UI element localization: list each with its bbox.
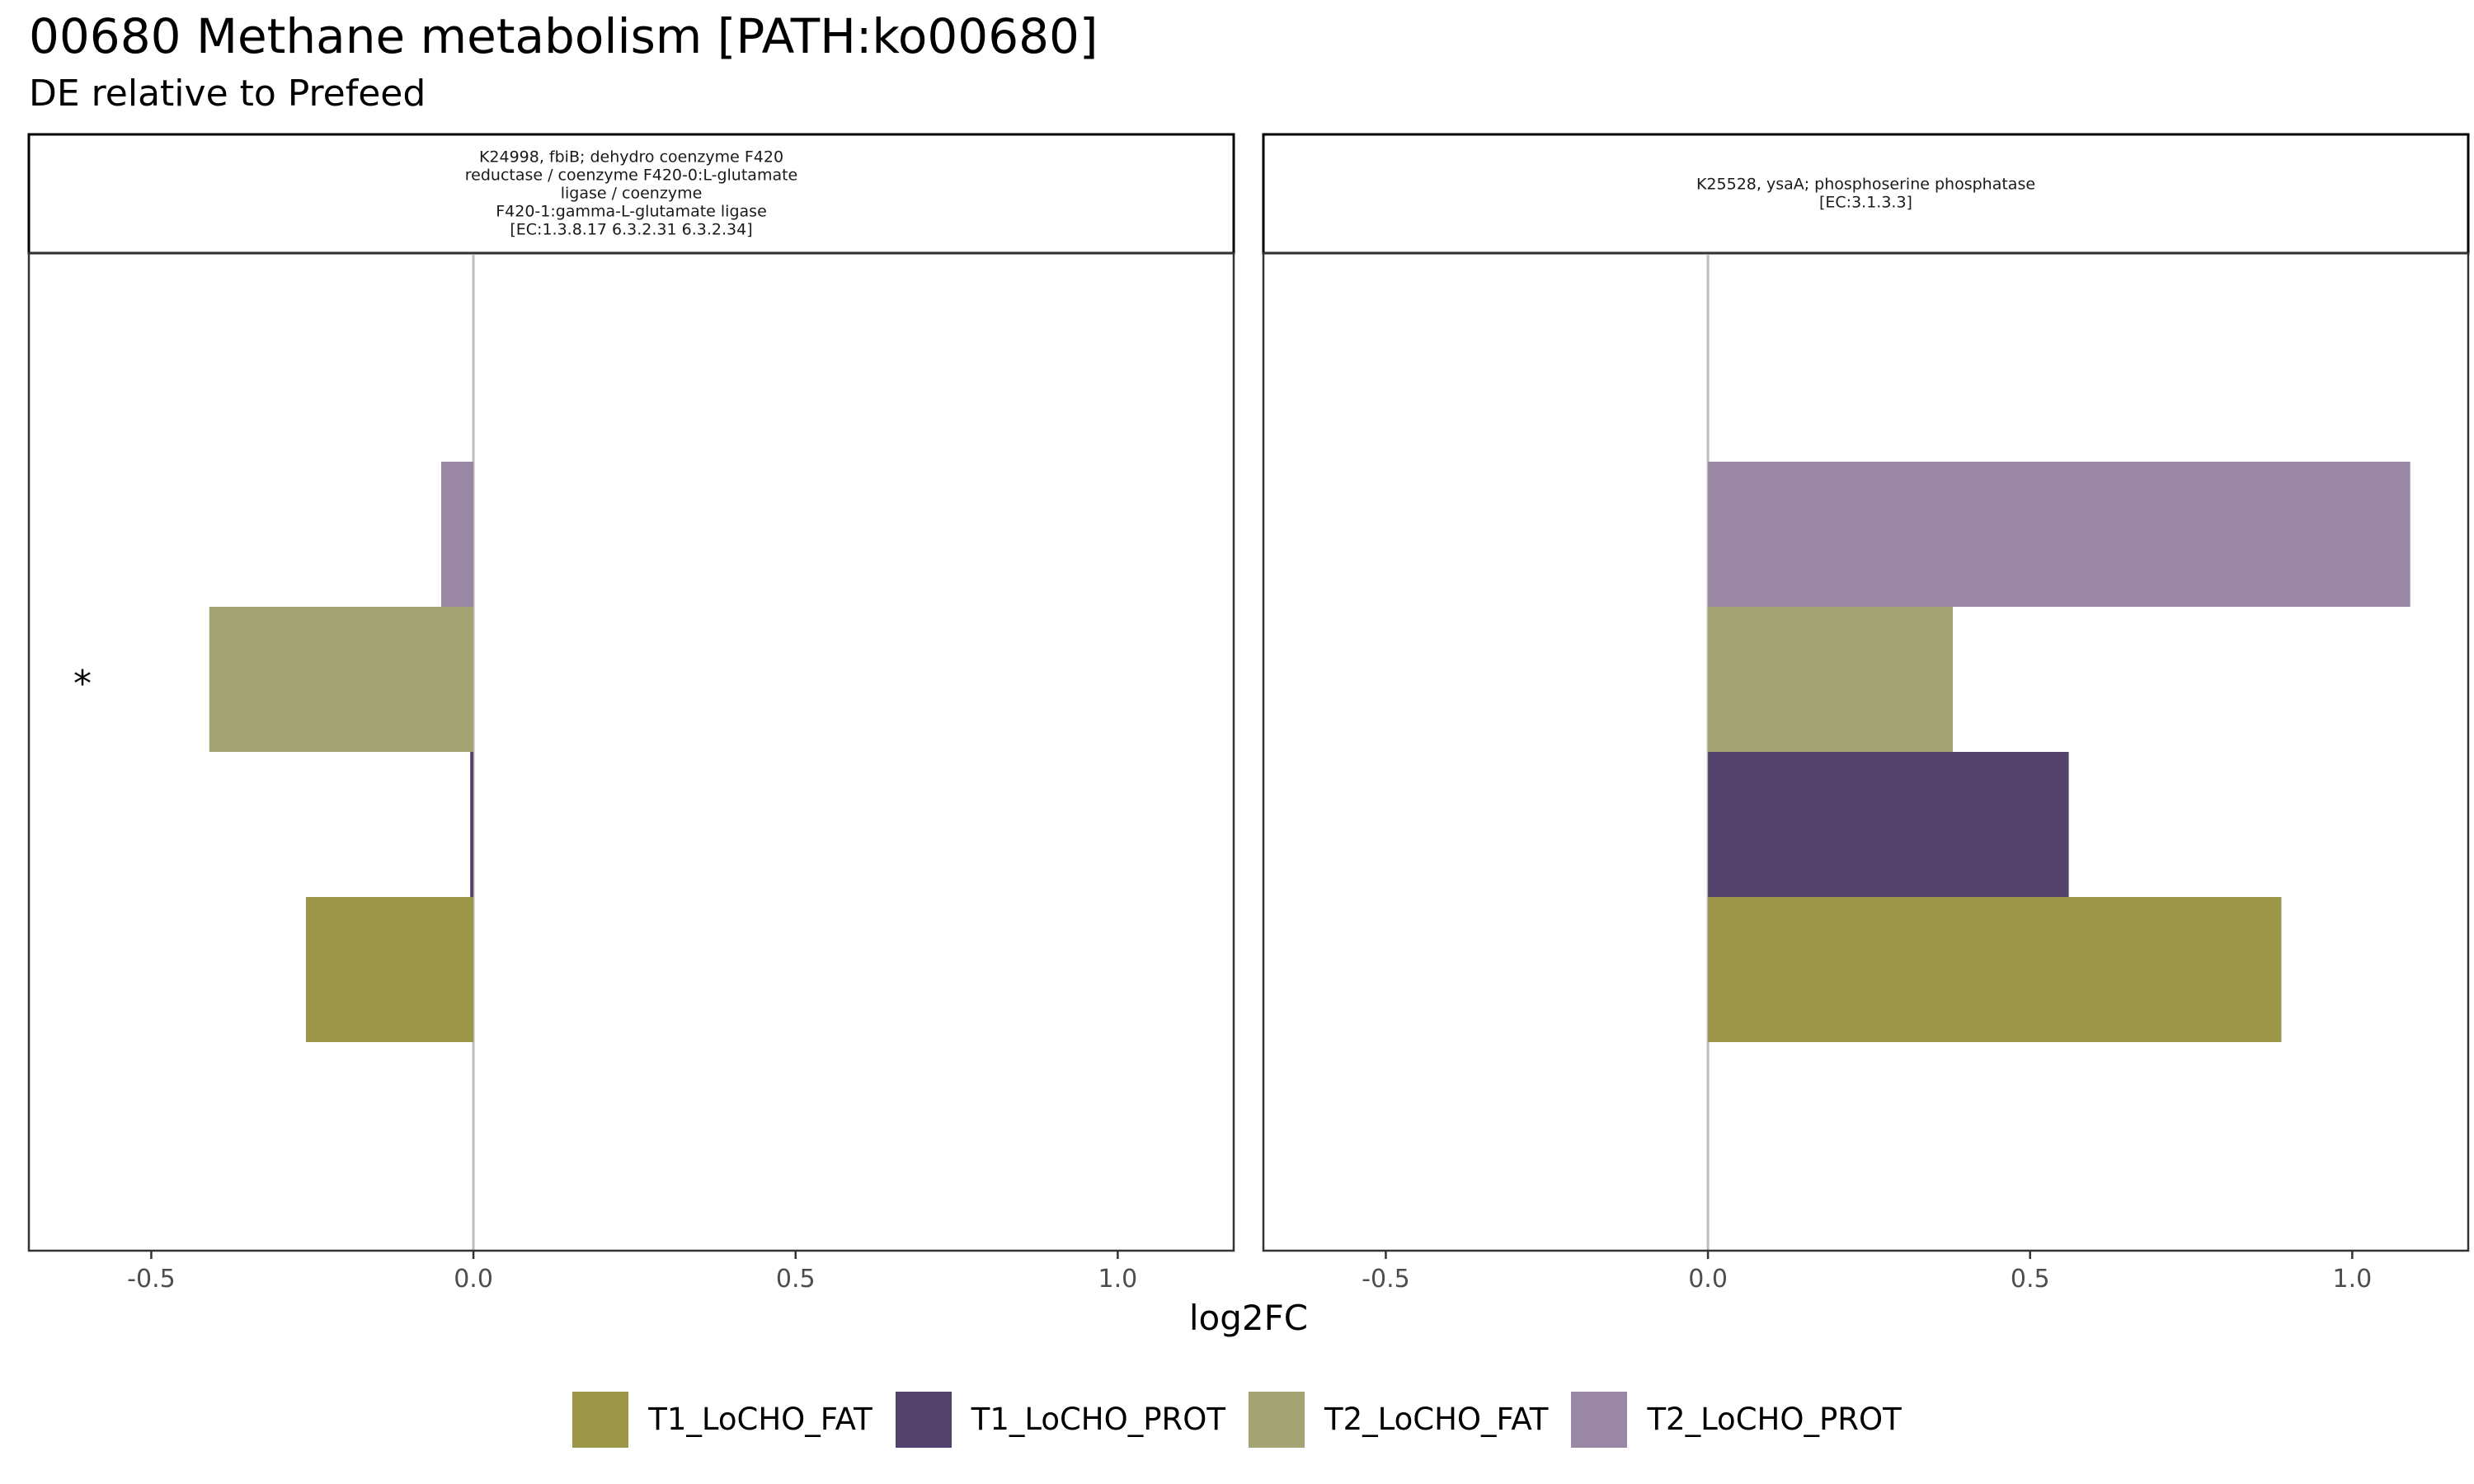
- panel-border-1: [27, 251, 1235, 1252]
- strip-label-line: K24998, fbiB; dehydro coenzyme F420: [479, 148, 783, 167]
- panel-border-2: [1262, 251, 2470, 1252]
- strip-label-line: [EC:1.3.8.17 6.3.2.31 6.3.2.34]: [510, 221, 752, 239]
- strip-label-line: K25528, ysaA; phosphoserine phosphatase: [1696, 176, 2035, 194]
- legend-label-t2-locho-fat: T2_LoCHO_FAT: [1324, 1402, 1549, 1437]
- strip-label-line: F420-1:gamma-L-glutamate ligase: [496, 203, 767, 221]
- bar-t2-locho-prot: [441, 462, 474, 607]
- legend-item-t2-locho-prot: T2_LoCHO_PROT: [1571, 1392, 1902, 1448]
- bar-t1-locho-prot: [470, 752, 474, 897]
- x-tick-label: 0.5: [2011, 1265, 2050, 1294]
- strip-label-line: ligase / coenzyme: [561, 185, 703, 203]
- x-tick-label: 1.0: [1098, 1265, 1138, 1294]
- x-tick-label: 0.0: [454, 1265, 493, 1294]
- x-tick-label: 1.0: [2333, 1265, 2373, 1294]
- strip-label-line: reductase / coenzyme F420-0:L-glutamate: [465, 167, 797, 185]
- bar-t1-locho-fat: [1708, 897, 2282, 1042]
- bar-t2-locho-prot: [1708, 462, 2411, 607]
- x-tick-label: 0.0: [1688, 1265, 1728, 1294]
- chart-title: 00680 Methane metabolism [PATH:ko00680]: [29, 8, 1098, 64]
- legend: T1_LoCHO_FAT T1_LoCHO_PROT T2_LoCHO_FAT …: [0, 1392, 2474, 1448]
- legend-label-t1-locho-prot: T1_LoCHO_PROT: [971, 1402, 1225, 1437]
- bar-t2-locho-fat: [209, 607, 474, 752]
- x-tick-label: -0.5: [127, 1265, 176, 1294]
- legend-label-t1-locho-fat: T1_LoCHO_FAT: [648, 1402, 872, 1437]
- legend-label-t2-locho-prot: T2_LoCHO_PROT: [1647, 1402, 1902, 1437]
- legend-swatch-t2-locho-fat: [1249, 1392, 1305, 1448]
- bar-t2-locho-fat: [1708, 607, 1953, 752]
- significance-marker: *: [73, 663, 92, 705]
- legend-swatch-t1-locho-prot: [895, 1392, 952, 1448]
- legend-swatch-t2-locho-prot: [1571, 1392, 1628, 1448]
- legend-item-t1-locho-prot: T1_LoCHO_PROT: [895, 1392, 1225, 1448]
- bar-t1-locho-fat: [305, 897, 474, 1042]
- x-tick-label: -0.5: [1362, 1265, 1410, 1294]
- strip-label-line: [EC:3.1.3.3]: [1819, 194, 1912, 212]
- x-axis-title: log2FC: [1189, 1298, 1308, 1338]
- x-tick-label: 0.5: [776, 1265, 816, 1294]
- bar-t1-locho-prot: [1708, 752, 2069, 897]
- chart-subtitle: DE relative to Prefeed: [29, 73, 426, 115]
- legend-item-t2-locho-fat: T2_LoCHO_FAT: [1249, 1392, 1548, 1448]
- legend-swatch-t1-locho-fat: [572, 1392, 629, 1448]
- strip-box-panel-2: [1262, 133, 2470, 255]
- legend-item-t1-locho-fat: T1_LoCHO_FAT: [572, 1392, 872, 1448]
